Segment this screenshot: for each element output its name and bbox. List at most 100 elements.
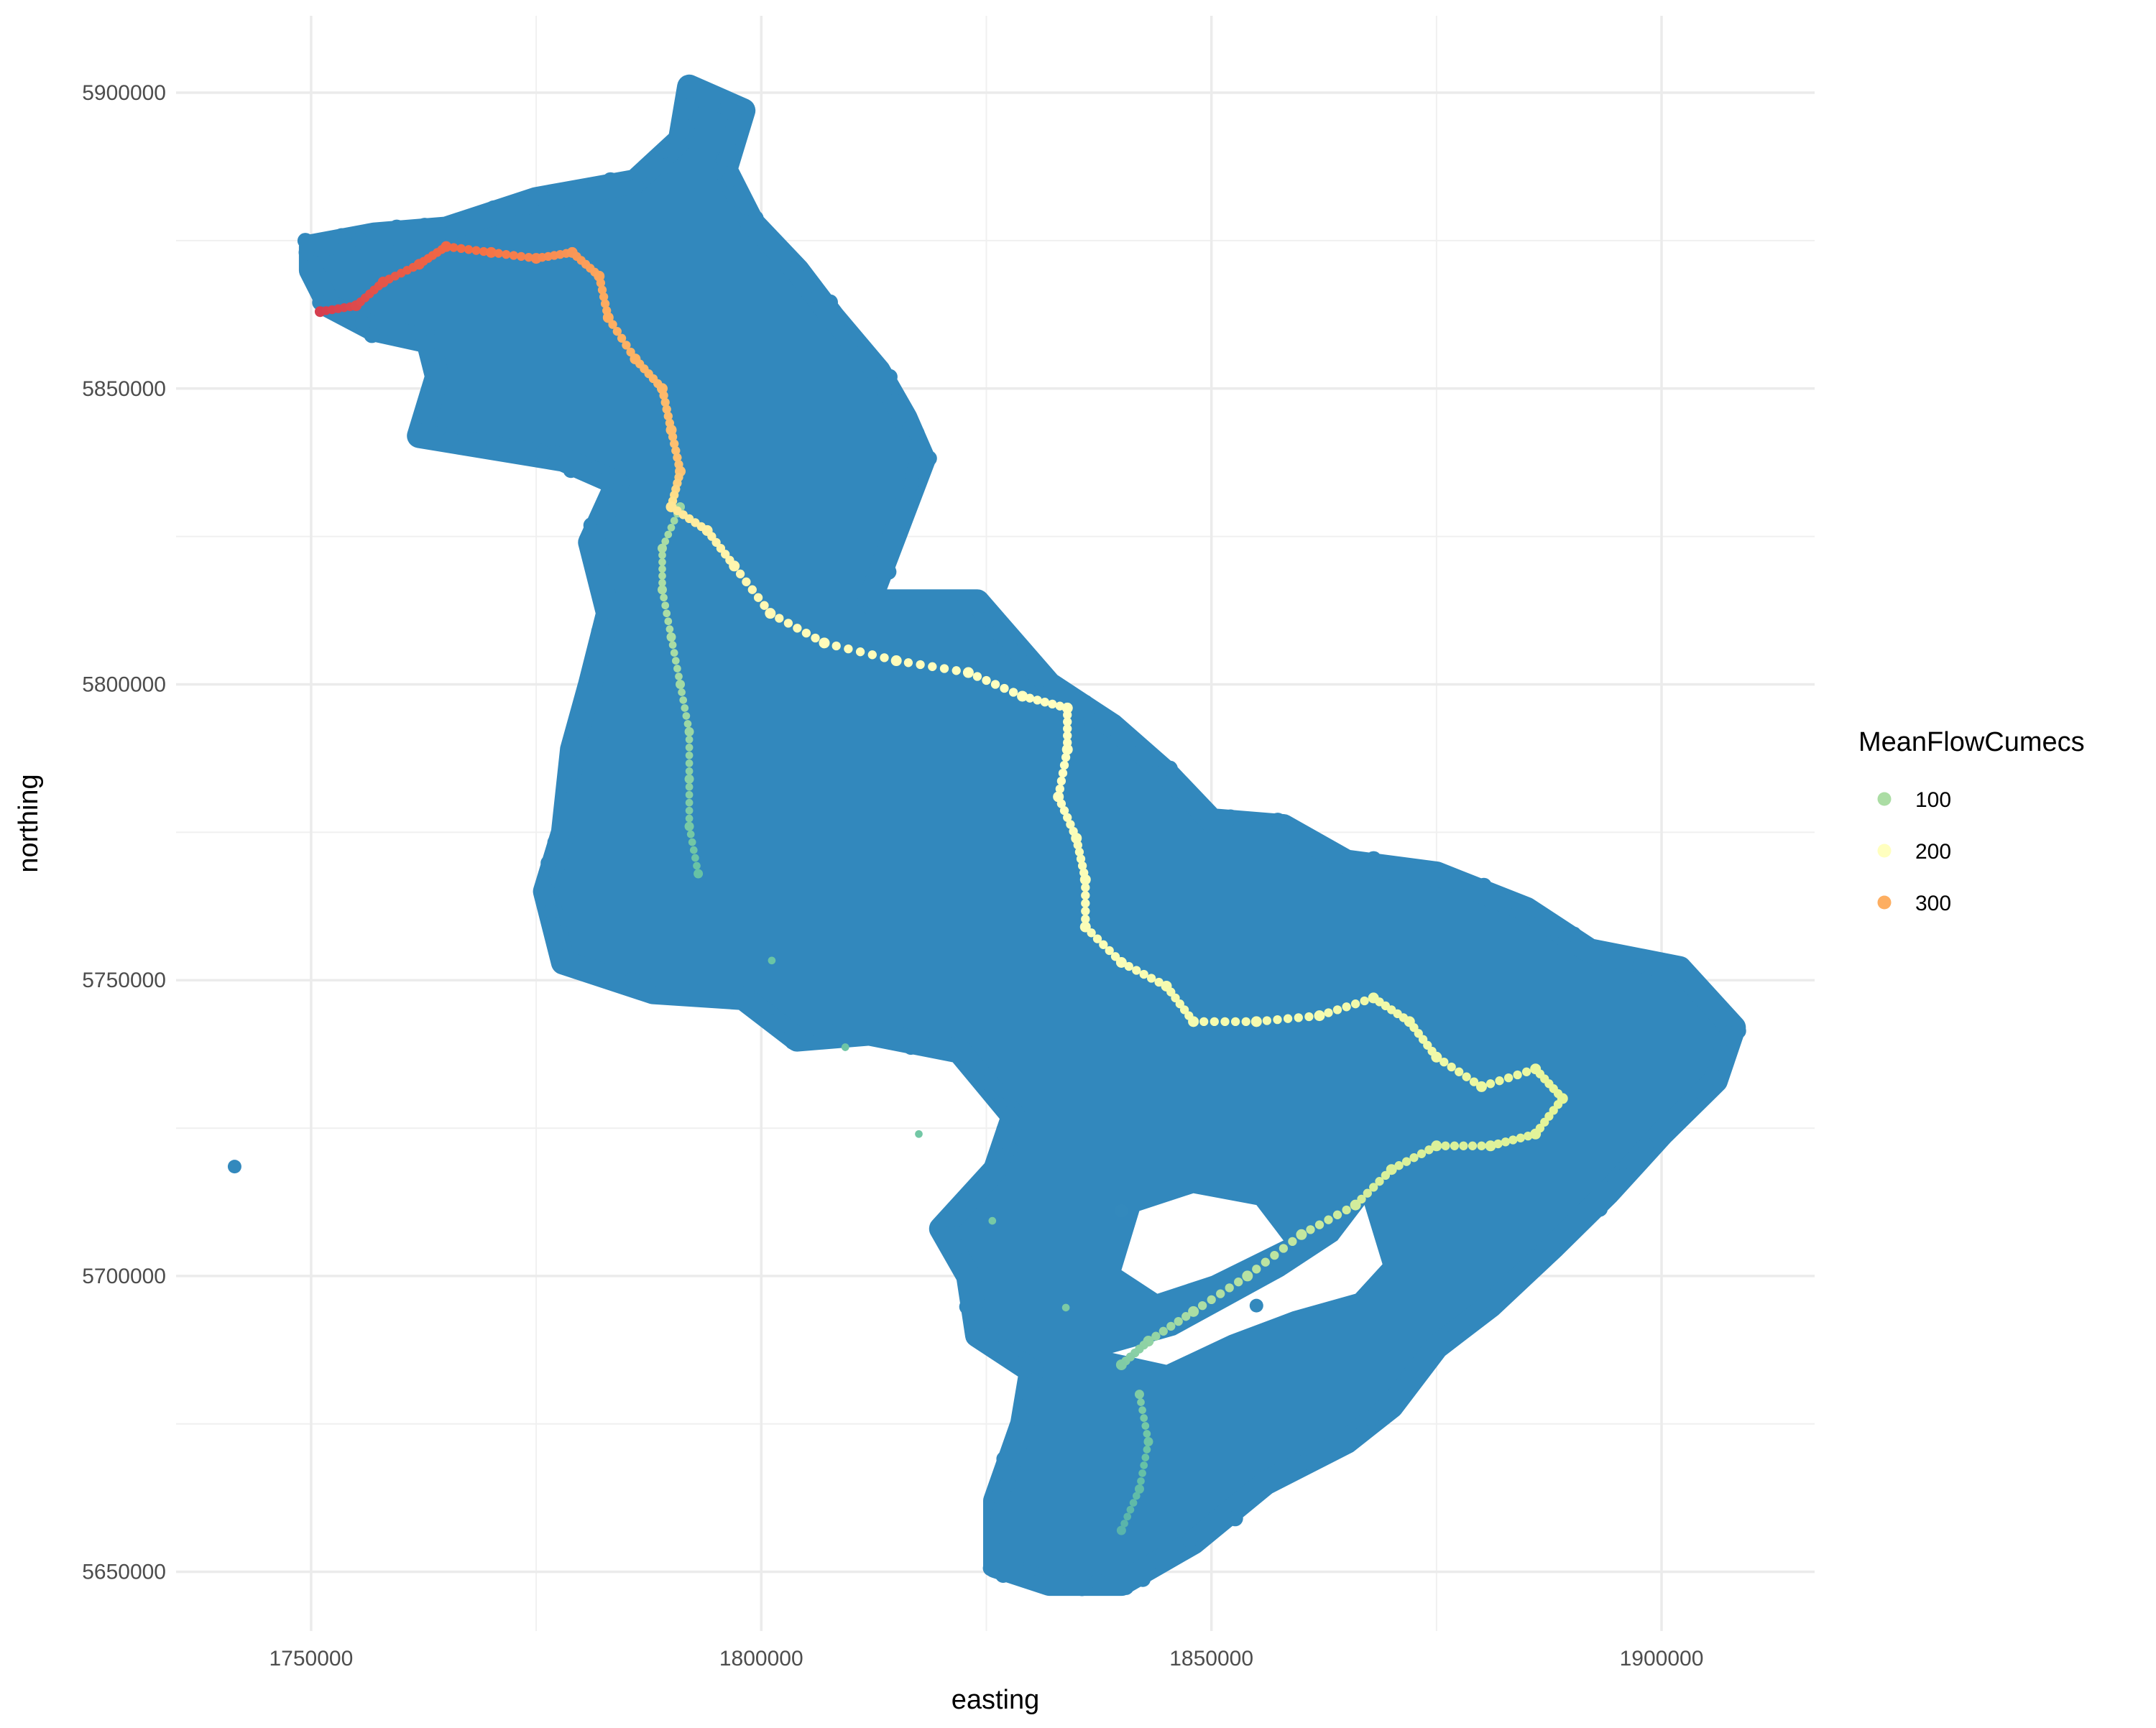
data-point: [1202, 813, 1219, 830]
river-point: [1216, 1289, 1225, 1298]
data-point: [539, 883, 556, 900]
river-point: [664, 530, 673, 539]
data-point: [598, 473, 614, 489]
legend-label: 200: [1915, 840, 1951, 864]
river-point: [1181, 1312, 1191, 1321]
legend-key: [1877, 844, 1892, 858]
data-point: [801, 1034, 818, 1050]
data-point: [673, 123, 690, 139]
data-point: [974, 597, 990, 613]
data-point: [1100, 720, 1116, 736]
data-point: [1005, 1438, 1021, 1455]
river-point: [1134, 1390, 1144, 1400]
river-point: [1025, 693, 1035, 703]
data-point: [1503, 1279, 1520, 1295]
river-point: [1241, 1017, 1250, 1027]
river-point: [1409, 1153, 1419, 1163]
legend-key: [1877, 895, 1892, 910]
river-point: [1140, 1461, 1148, 1469]
river-point: [658, 551, 666, 560]
data-point: [1258, 1479, 1275, 1496]
river-point: [658, 558, 666, 566]
data-point: [747, 210, 764, 226]
data-point: [1002, 1140, 1018, 1157]
data-point: [954, 1256, 969, 1272]
river-point: [1132, 966, 1141, 975]
river-point: [1081, 914, 1090, 924]
data-point: [686, 984, 702, 999]
data-point: [564, 731, 581, 747]
river-point: [688, 838, 696, 846]
y-axis-title: northing: [14, 774, 44, 872]
river-point: [1061, 744, 1073, 755]
data-point: [990, 1096, 1007, 1113]
data-point: [1059, 690, 1076, 706]
data-point: [594, 592, 611, 609]
catchment-gap: [1121, 1193, 1284, 1294]
data-point: [1189, 804, 1206, 821]
river-point: [1524, 1131, 1533, 1141]
river-point: [1126, 1505, 1135, 1514]
data-point: [739, 985, 755, 1002]
data-point: [889, 527, 906, 543]
river-point: [1225, 1283, 1234, 1293]
x-tick-label: 1800000: [719, 1647, 803, 1671]
data-point: [735, 99, 752, 115]
data-point: [1708, 1069, 1724, 1086]
river-point: [683, 720, 692, 728]
river-point: [1342, 1205, 1351, 1215]
data-point: [312, 295, 328, 311]
river-point: [1059, 760, 1069, 770]
river-point: [1146, 974, 1156, 983]
data-point: [1002, 639, 1018, 656]
river-point: [915, 1129, 923, 1138]
river-point: [1469, 1077, 1479, 1086]
river-point: [682, 712, 691, 720]
data-point: [972, 1306, 988, 1323]
river-point: [471, 246, 481, 255]
data-point: [1443, 1331, 1460, 1347]
data-point: [1477, 1292, 1493, 1308]
y-tick-label: 5850000: [82, 377, 166, 401]
data-point: [722, 171, 738, 188]
data-point: [1199, 1519, 1215, 1535]
river-point: [1495, 1076, 1504, 1086]
river-point: [1073, 841, 1082, 850]
river-point: [1017, 690, 1028, 702]
river-point: [928, 662, 937, 671]
x-tick-label: 1750000: [270, 1647, 354, 1671]
data-point: [656, 142, 673, 159]
river-point: [1513, 1070, 1522, 1080]
data-point: [1638, 1137, 1654, 1154]
data-point: [387, 328, 404, 345]
river-point: [1061, 702, 1073, 713]
data-point: [1700, 989, 1716, 1005]
river-point: [524, 253, 533, 262]
river-point: [517, 251, 526, 262]
river-point: [1350, 999, 1360, 1009]
river-point: [685, 751, 694, 759]
river-point: [1296, 1229, 1307, 1240]
river-point: [1079, 874, 1091, 885]
river-point: [1137, 1477, 1145, 1485]
data-point: [417, 218, 433, 234]
data-point: [1451, 874, 1468, 891]
data-point: [688, 82, 705, 98]
river-point: [1459, 1141, 1468, 1150]
river-point: [841, 1043, 849, 1051]
river-point: [1252, 1265, 1261, 1274]
data-point: [1685, 1097, 1701, 1114]
data-point: [1583, 947, 1599, 964]
data-point: [996, 1451, 1013, 1467]
data-point: [1058, 1574, 1074, 1591]
data-point: [904, 475, 920, 491]
river-point: [1360, 996, 1369, 1006]
data-point: [592, 509, 609, 526]
data-point: [1176, 785, 1192, 802]
data-point: [1632, 957, 1649, 974]
river-point: [867, 650, 877, 660]
data-point: [550, 453, 567, 470]
river-point: [1477, 1141, 1486, 1150]
data-point: [887, 598, 903, 614]
river-point: [1439, 1057, 1449, 1067]
